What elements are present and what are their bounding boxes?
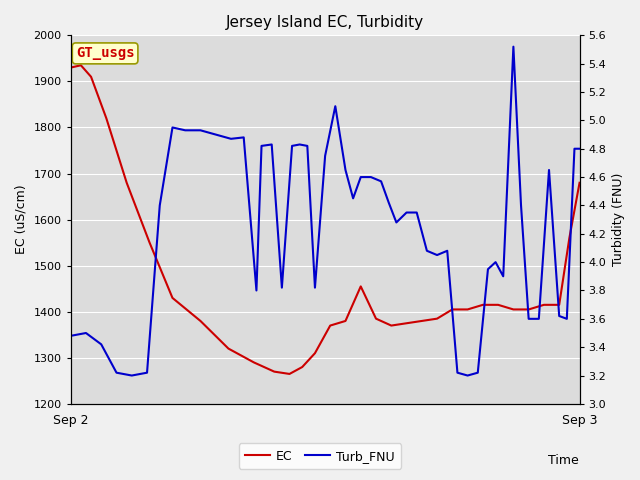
- EC: [168, 295, 176, 301]
- EC: [298, 364, 306, 370]
- Turb_FNU: [545, 167, 553, 173]
- Turb_FNU: [413, 210, 420, 216]
- Turb_FNU: [67, 333, 74, 339]
- Turb_FNU: [288, 143, 296, 149]
- EC: [509, 307, 517, 312]
- Turb_FNU: [571, 146, 579, 152]
- Legend: EC, Turb_FNU: EC, Turb_FNU: [239, 444, 401, 469]
- Turb_FNU: [258, 143, 266, 149]
- EC: [67, 65, 74, 71]
- EC: [540, 302, 548, 308]
- Turb_FNU: [82, 330, 90, 336]
- EC: [342, 318, 349, 324]
- Turb_FNU: [321, 153, 329, 159]
- EC: [494, 302, 502, 308]
- Turb_FNU: [576, 146, 584, 152]
- EC: [387, 323, 395, 328]
- Text: Time: Time: [548, 454, 579, 467]
- EC: [102, 115, 110, 121]
- Turb_FNU: [97, 341, 105, 347]
- EC: [566, 235, 573, 241]
- Turb_FNU: [367, 174, 375, 180]
- EC: [146, 240, 154, 245]
- Turb_FNU: [240, 134, 248, 140]
- EC: [87, 74, 95, 80]
- Turb_FNU: [423, 248, 431, 253]
- EC: [418, 318, 426, 324]
- Turb_FNU: [385, 200, 392, 205]
- Turb_FNU: [296, 142, 303, 147]
- Turb_FNU: [113, 370, 120, 375]
- Turb_FNU: [484, 266, 492, 272]
- Turb_FNU: [196, 127, 204, 133]
- EC: [556, 302, 563, 308]
- EC: [123, 180, 131, 186]
- Turb_FNU: [563, 316, 571, 322]
- Turb_FNU: [253, 288, 260, 293]
- Turb_FNU: [268, 142, 276, 147]
- Turb_FNU: [332, 103, 339, 109]
- Turb_FNU: [303, 143, 311, 149]
- Turb_FNU: [311, 285, 319, 290]
- EC: [357, 284, 365, 289]
- EC: [250, 360, 258, 365]
- EC: [464, 307, 472, 312]
- Turb_FNU: [444, 248, 451, 253]
- EC: [479, 302, 486, 308]
- Turb_FNU: [181, 127, 189, 133]
- Turb_FNU: [535, 316, 543, 322]
- EC: [196, 318, 204, 324]
- Turb_FNU: [349, 195, 357, 201]
- EC: [285, 371, 293, 377]
- EC: [449, 307, 456, 312]
- Turb_FNU: [525, 316, 532, 322]
- Turb_FNU: [143, 370, 151, 375]
- Title: Jersey Island EC, Turbidity: Jersey Island EC, Turbidity: [226, 15, 424, 30]
- Turb_FNU: [227, 136, 235, 142]
- EC: [326, 323, 334, 328]
- Turb_FNU: [556, 313, 563, 319]
- Turb_FNU: [433, 252, 441, 258]
- Line: EC: EC: [70, 65, 580, 374]
- Turb_FNU: [403, 210, 410, 216]
- EC: [311, 350, 319, 356]
- Turb_FNU: [392, 219, 400, 225]
- Line: Turb_FNU: Turb_FNU: [70, 47, 580, 375]
- Y-axis label: Turbidity (FNU): Turbidity (FNU): [612, 173, 625, 266]
- EC: [403, 320, 410, 326]
- EC: [525, 307, 532, 312]
- Turb_FNU: [156, 203, 164, 208]
- Turb_FNU: [342, 167, 349, 173]
- Turb_FNU: [168, 125, 176, 131]
- Turb_FNU: [357, 174, 365, 180]
- EC: [225, 346, 232, 351]
- Turb_FNU: [474, 370, 482, 375]
- Turb_FNU: [517, 203, 525, 208]
- Turb_FNU: [128, 372, 136, 378]
- Text: GT_usgs: GT_usgs: [76, 47, 134, 60]
- Turb_FNU: [464, 372, 472, 378]
- Turb_FNU: [377, 179, 385, 184]
- Turb_FNU: [454, 370, 461, 375]
- EC: [77, 62, 84, 68]
- Turb_FNU: [212, 132, 220, 137]
- EC: [271, 369, 278, 374]
- EC: [576, 180, 584, 186]
- Y-axis label: EC (uS/cm): EC (uS/cm): [15, 185, 28, 254]
- Turb_FNU: [509, 44, 517, 49]
- Turb_FNU: [492, 259, 499, 265]
- Turb_FNU: [278, 285, 285, 290]
- EC: [433, 316, 441, 322]
- EC: [372, 316, 380, 322]
- Turb_FNU: [499, 274, 507, 279]
